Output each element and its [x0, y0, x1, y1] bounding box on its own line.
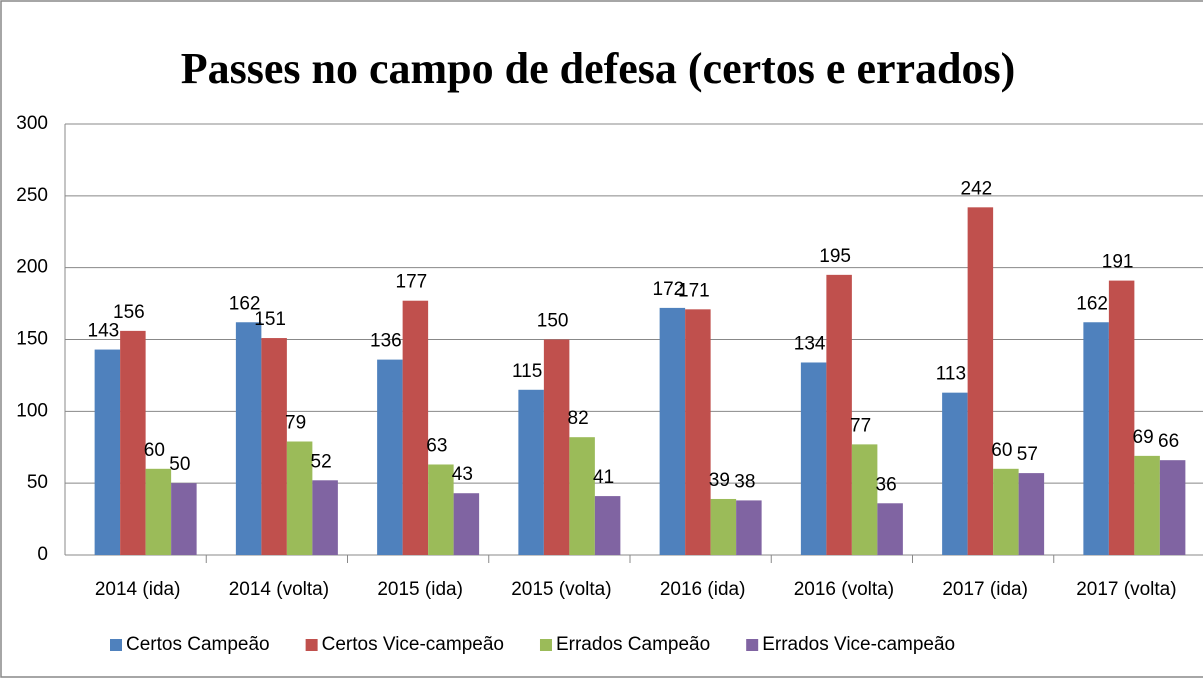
data-label: 41 — [593, 467, 614, 488]
y-tick-label: 0 — [37, 544, 48, 565]
data-label: 69 — [1133, 427, 1154, 448]
bar — [1018, 473, 1045, 555]
bar — [942, 392, 968, 555]
legend-label: Certos Vice-campeão — [322, 634, 504, 655]
data-label: 36 — [876, 474, 897, 495]
data-label: 38 — [734, 471, 755, 492]
legend-swatch — [746, 639, 759, 651]
bar — [518, 389, 544, 555]
data-label: 113 — [936, 364, 966, 385]
x-tick-label: 2015 (ida) — [377, 579, 463, 600]
bar — [1134, 455, 1160, 555]
bar — [286, 441, 313, 555]
data-label: 39 — [709, 470, 730, 491]
x-tick-label: 2016 (volta) — [794, 579, 894, 600]
data-label: 151 — [254, 309, 286, 330]
y-tick-label: 50 — [27, 472, 48, 493]
y-tick-label: 150 — [16, 329, 48, 350]
data-label: 77 — [850, 415, 871, 436]
x-tick-label: 2015 (volta) — [511, 579, 611, 600]
legend-label: Certos Campeão — [126, 634, 270, 655]
bar — [171, 483, 197, 555]
data-label: 82 — [568, 408, 589, 429]
data-label: 79 — [285, 413, 306, 434]
y-tick-label: 250 — [16, 185, 48, 206]
data-label: 172 — [653, 279, 685, 300]
bar — [736, 500, 762, 555]
bar — [1108, 280, 1135, 555]
bar — [543, 339, 570, 555]
bar — [235, 322, 262, 555]
chart-title: Passes no campo de defesa (certos e erra… — [181, 44, 1016, 93]
bar — [569, 437, 595, 555]
data-label: 162 — [1076, 293, 1108, 314]
data-label: 60 — [144, 440, 165, 461]
y-tick-label: 100 — [16, 400, 48, 421]
bar — [710, 498, 737, 555]
data-label: 50 — [169, 454, 190, 475]
bar — [659, 307, 686, 555]
x-tick-label: 2016 (ida) — [660, 579, 746, 600]
bar — [685, 309, 711, 555]
data-label: 60 — [991, 440, 1012, 461]
data-label: 43 — [452, 464, 473, 485]
bar — [800, 362, 827, 555]
x-tick-label: 2017 (ida) — [942, 579, 1028, 600]
bar — [94, 349, 121, 555]
data-label: 171 — [678, 280, 710, 301]
data-label: 191 — [1102, 252, 1134, 273]
data-label: 115 — [512, 361, 542, 382]
legend-swatch — [305, 639, 318, 651]
bar — [967, 207, 994, 555]
bar — [312, 480, 338, 555]
legend-label: Errados Campeão — [556, 634, 710, 655]
data-label: 63 — [426, 436, 447, 457]
bar — [851, 444, 878, 555]
bar — [120, 330, 146, 555]
y-tick-label: 200 — [16, 257, 48, 278]
x-tick-label: 2014 (volta) — [229, 579, 329, 600]
bar — [428, 464, 454, 555]
x-tick-label: 2014 (ida) — [95, 579, 181, 600]
bar — [1159, 460, 1186, 555]
x-tick-label: 2017 (volta) — [1076, 579, 1176, 600]
legend-swatch — [539, 639, 552, 651]
bar — [993, 468, 1019, 555]
data-label: 66 — [1158, 431, 1179, 452]
bar — [402, 300, 429, 555]
bar — [377, 359, 403, 555]
legend-swatch — [110, 639, 122, 651]
bar — [453, 493, 480, 555]
bar — [877, 503, 903, 555]
bar — [261, 338, 287, 555]
legend-label: Errados Vice-campeão — [762, 634, 955, 655]
bar — [1083, 322, 1109, 555]
data-label: 162 — [229, 293, 261, 314]
data-label: 143 — [88, 321, 120, 342]
data-label: 52 — [311, 451, 332, 472]
data-label: 242 — [961, 178, 993, 199]
bar — [594, 496, 621, 555]
data-label: 156 — [113, 302, 145, 323]
data-label: 57 — [1017, 444, 1038, 465]
y-tick-label: 300 — [16, 113, 48, 134]
bar — [826, 274, 852, 555]
bar — [145, 468, 172, 555]
data-label: 195 — [819, 246, 851, 267]
data-label: 134 — [794, 334, 826, 355]
data-label: 177 — [396, 272, 428, 293]
data-label: 150 — [537, 311, 569, 332]
data-label: 136 — [370, 331, 402, 352]
